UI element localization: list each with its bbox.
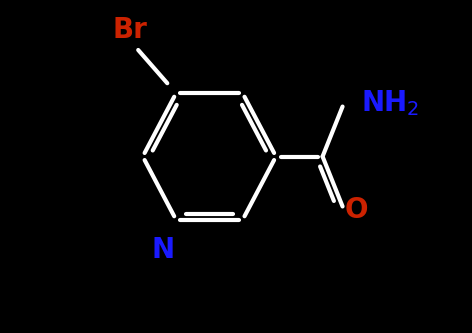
Text: N: N xyxy=(151,236,174,264)
Text: NH$_2$: NH$_2$ xyxy=(361,88,419,118)
Text: Br: Br xyxy=(112,16,147,44)
Text: O: O xyxy=(344,196,368,224)
